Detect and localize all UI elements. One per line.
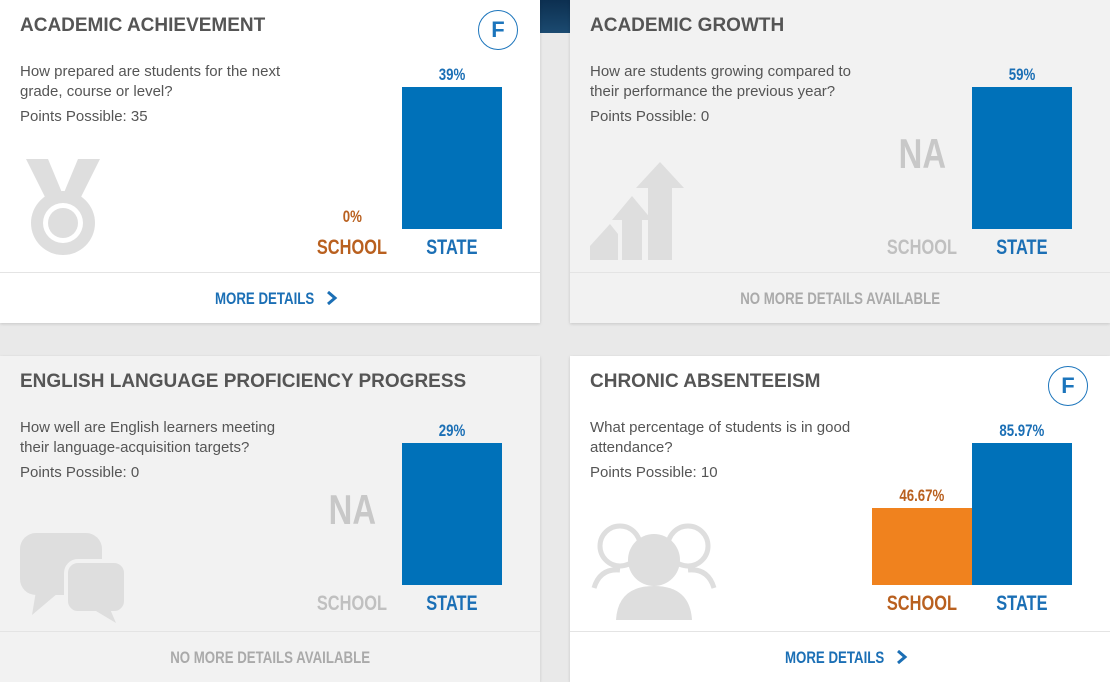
bar xyxy=(972,443,1072,585)
column-label: SCHOOL xyxy=(302,592,402,616)
column-label-text: STATE xyxy=(996,236,1048,259)
column-label: STATE xyxy=(402,592,502,616)
more-details-link[interactable]: MORE DETAILS xyxy=(215,289,315,308)
card: CHRONIC ABSENTEEISM F What percentage of s… xyxy=(570,356,1110,682)
card-title: CHRONIC ABSENTEEISM xyxy=(590,371,821,392)
value-label: 46.67% xyxy=(872,486,972,506)
value-label: 0% xyxy=(302,207,402,227)
value-label-text: 85.97% xyxy=(999,421,1045,440)
column-label: STATE xyxy=(402,236,502,260)
chevron-icon[interactable] xyxy=(895,649,909,665)
card-info: How prepared are students for the next g… xyxy=(20,62,290,127)
footer[interactable]: MORE DETAILS xyxy=(0,272,540,323)
grade-badge: F xyxy=(1048,366,1088,406)
footer: NO MORE DETAILS AVAILABLE xyxy=(570,272,1110,323)
value-label: 39% xyxy=(402,65,502,85)
medal-icon xyxy=(26,159,100,255)
no-details-text: NO MORE DETAILS AVAILABLE xyxy=(170,648,370,667)
points-possible: Points Possible: 35 xyxy=(20,108,148,125)
na-label: NA xyxy=(302,486,402,534)
column-label-text: SCHOOL xyxy=(886,592,958,615)
value-label-text: 59% xyxy=(1008,65,1036,84)
people-icon xyxy=(591,523,717,620)
question: How well are English learners meeting th… xyxy=(20,419,276,456)
column-label-text: SCHOOL xyxy=(316,592,388,615)
bar xyxy=(402,87,502,229)
na-label: NA xyxy=(872,130,972,178)
card-info: How well are English learners meeting th… xyxy=(20,418,290,483)
growth-icon xyxy=(590,162,684,260)
value-label-text: 46.67% xyxy=(899,485,945,505)
chat-icon xyxy=(20,533,128,623)
question: How prepared are students for the next g… xyxy=(20,63,281,100)
na-text: NA xyxy=(328,486,376,533)
column-label-text: STATE xyxy=(426,592,478,615)
column-label: SCHOOL xyxy=(302,236,402,260)
footer[interactable]: MORE DETAILS xyxy=(570,631,1110,682)
column-label-text: SCHOOL xyxy=(886,236,958,259)
bar xyxy=(972,87,1072,229)
value-label-text: 39% xyxy=(438,65,466,84)
column-label-text: SCHOOL xyxy=(316,236,388,259)
column-label: SCHOOL xyxy=(872,236,972,260)
card-info: What percentage of students is in good a… xyxy=(590,418,860,483)
bar xyxy=(402,443,502,585)
card-info: How are students growing compared to the… xyxy=(590,62,860,127)
bar xyxy=(872,507,972,585)
value-label: 59% xyxy=(972,65,1072,85)
column-label: STATE xyxy=(972,236,1072,260)
column-label: STATE xyxy=(972,592,1072,616)
na-text: NA xyxy=(898,130,946,177)
column-label-text: STATE xyxy=(426,236,478,259)
card-title: ENGLISH LANGUAGE PROFICIENCY PROGRESS xyxy=(20,371,467,392)
header-strip xyxy=(540,0,570,33)
question: What percentage of students is in good a… xyxy=(590,419,851,456)
value-label-text: 29% xyxy=(438,421,466,440)
card: ENGLISH LANGUAGE PROFICIENCY PROGRESS How… xyxy=(0,356,540,682)
grade-badge: F xyxy=(478,10,518,50)
footer: NO MORE DETAILS AVAILABLE xyxy=(0,631,540,682)
card-title: ACADEMIC GROWTH xyxy=(590,15,785,36)
column-label-text: STATE xyxy=(996,592,1048,615)
value-label: 85.97% xyxy=(972,421,1072,441)
card: ACADEMIC ACHIEVEMENT F How prepared are st… xyxy=(0,0,540,323)
points-possible: Points Possible: 0 xyxy=(590,108,710,125)
chevron-icon[interactable] xyxy=(325,290,339,306)
column-label: SCHOOL xyxy=(872,592,972,616)
points-possible: Points Possible: 10 xyxy=(590,464,718,481)
points-possible: Points Possible: 0 xyxy=(20,464,140,481)
no-details-text: NO MORE DETAILS AVAILABLE xyxy=(740,289,940,308)
card: ACADEMIC GROWTH How are students growing … xyxy=(570,0,1110,323)
value-label: 29% xyxy=(402,421,502,441)
card-title: ACADEMIC ACHIEVEMENT xyxy=(20,15,266,36)
more-details-link[interactable]: MORE DETAILS xyxy=(785,648,885,667)
value-label-text: 0% xyxy=(342,207,362,226)
question: How are students growing compared to the… xyxy=(590,63,851,100)
